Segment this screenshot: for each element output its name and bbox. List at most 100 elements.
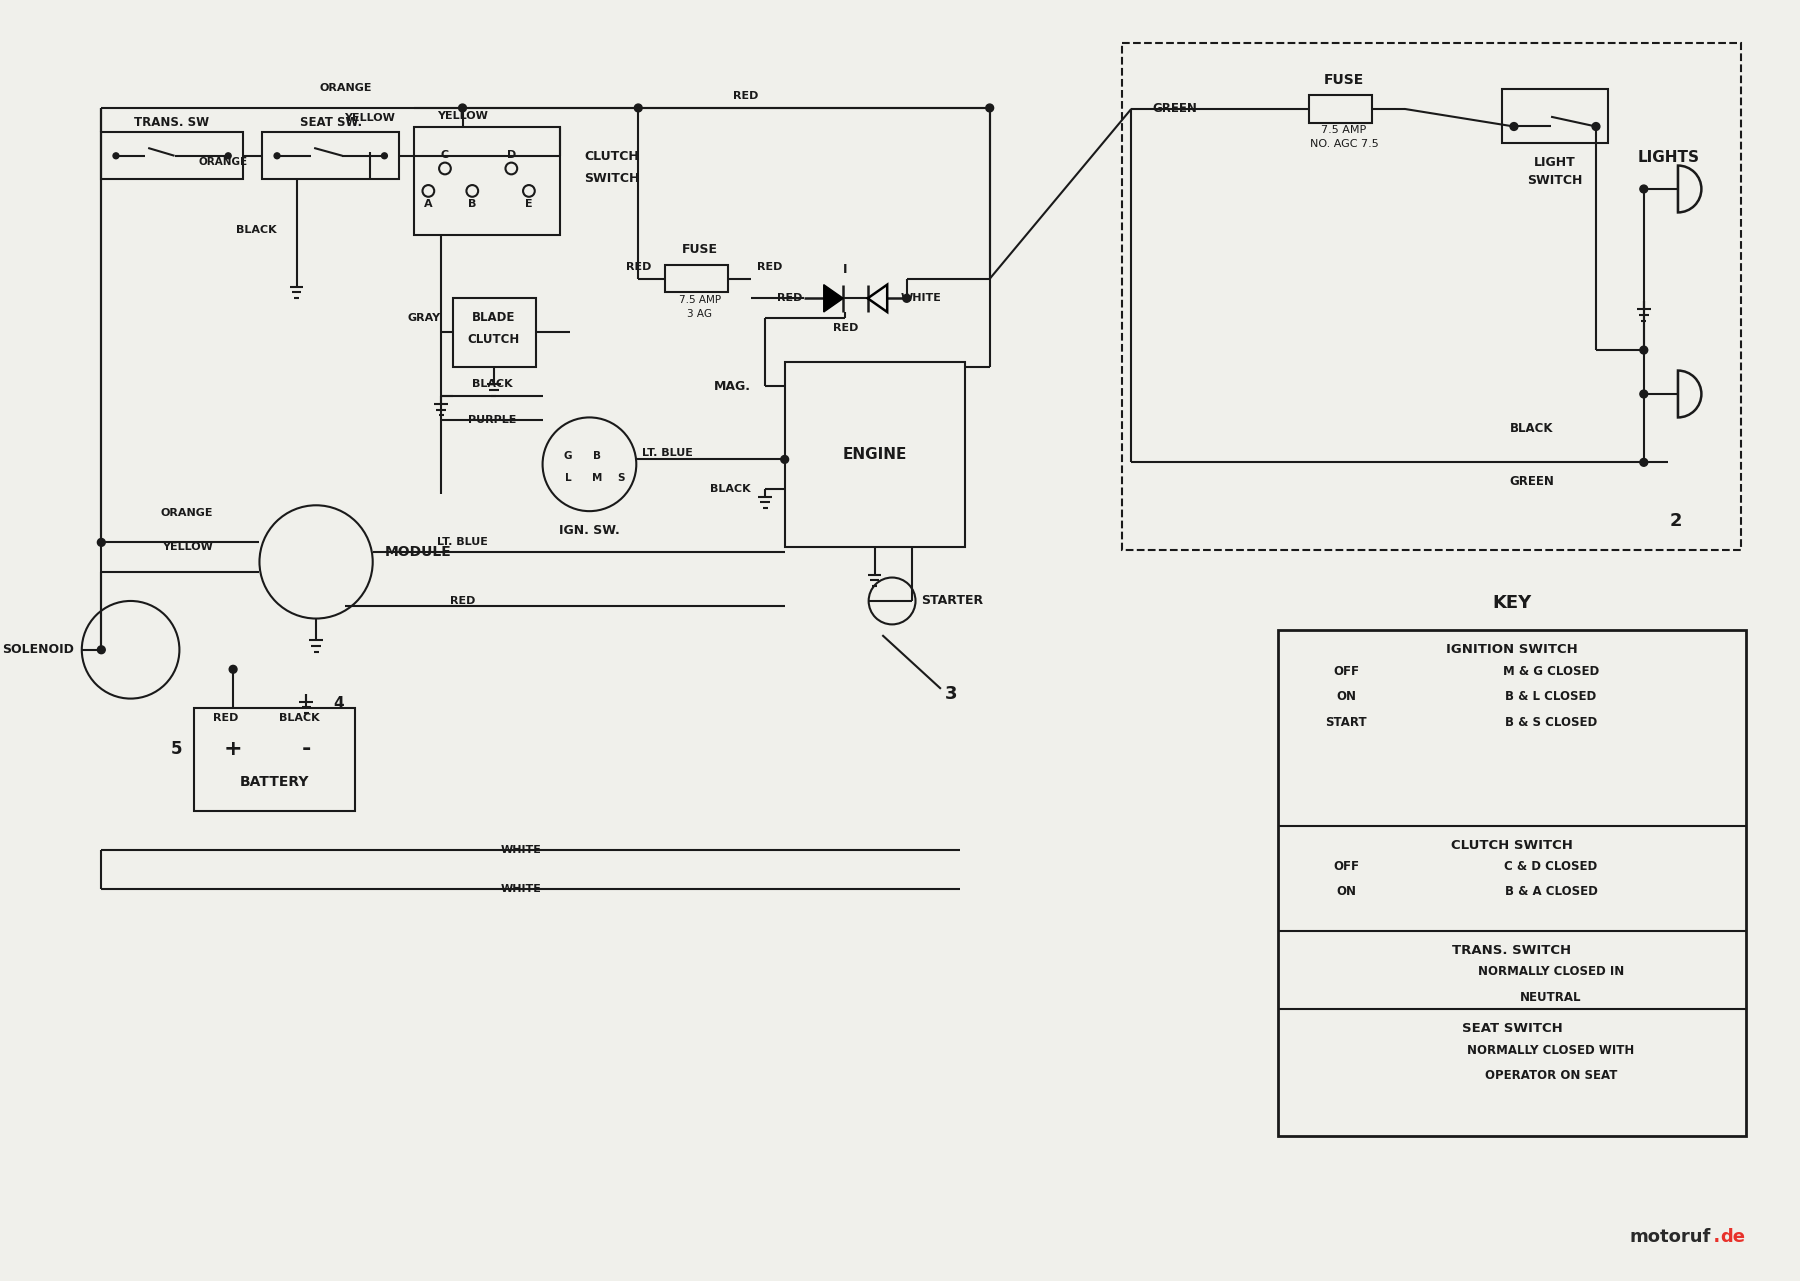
Bar (1309, 95, 1372, 123)
Text: ENGINE: ENGINE (842, 447, 907, 462)
Circle shape (459, 104, 466, 111)
Text: M & G CLOSED: M & G CLOSED (1503, 665, 1598, 678)
Text: NEUTRAL: NEUTRAL (1521, 990, 1582, 1004)
Text: OPERATOR ON SEAT: OPERATOR ON SEAT (1485, 1068, 1616, 1082)
Text: MAG.: MAG. (713, 379, 751, 393)
Text: RED: RED (778, 293, 803, 304)
Circle shape (97, 538, 104, 546)
Text: RED: RED (733, 91, 758, 101)
Text: ON: ON (1336, 690, 1355, 703)
Text: TRANS. SWITCH: TRANS. SWITCH (1453, 944, 1571, 957)
Text: S: S (617, 473, 625, 483)
Text: L: L (565, 473, 571, 483)
Circle shape (634, 104, 643, 111)
Text: 7.5 AMP: 7.5 AMP (1321, 126, 1366, 136)
Text: NORMALLY CLOSED WITH: NORMALLY CLOSED WITH (1467, 1044, 1634, 1057)
Text: 5: 5 (171, 740, 182, 758)
Text: RED: RED (626, 263, 652, 272)
Text: TRANS. SW: TRANS. SW (133, 117, 209, 129)
Text: LIGHT: LIGHT (1534, 156, 1575, 169)
Text: PURPLE: PURPLE (468, 415, 517, 425)
Text: LT. BLUE: LT. BLUE (437, 538, 488, 547)
Text: ORANGE: ORANGE (160, 509, 214, 518)
Text: BLACK: BLACK (472, 379, 513, 389)
Circle shape (274, 152, 281, 159)
Text: A: A (425, 199, 432, 209)
Text: I: I (842, 263, 848, 275)
Text: FUSE: FUSE (1325, 73, 1364, 87)
Circle shape (1510, 123, 1517, 131)
Text: START: START (1325, 716, 1366, 729)
Bar (194, 708, 355, 811)
Text: SOLENOID: SOLENOID (2, 643, 74, 656)
Text: ON: ON (1336, 885, 1355, 898)
Polygon shape (824, 284, 842, 313)
Text: +: + (223, 739, 243, 760)
Text: WHITE: WHITE (902, 293, 941, 304)
Text: OFF: OFF (1334, 860, 1359, 874)
Text: BLACK: BLACK (279, 714, 320, 722)
Text: YELLOW: YELLOW (344, 113, 396, 123)
Text: SEAT SWITCH: SEAT SWITCH (1462, 1022, 1562, 1035)
Text: .: . (1712, 1220, 1723, 1248)
Text: NO. AGC 7.5: NO. AGC 7.5 (1310, 140, 1379, 149)
Text: OFF: OFF (1334, 665, 1359, 678)
Text: G: G (563, 451, 572, 461)
Bar (454, 298, 536, 366)
Circle shape (225, 152, 230, 159)
Text: GREEN: GREEN (1152, 102, 1197, 115)
Text: 2: 2 (1670, 512, 1683, 530)
Text: 4: 4 (333, 696, 344, 711)
Text: CLUTCH: CLUTCH (585, 150, 639, 163)
Text: de: de (1721, 1228, 1744, 1246)
Text: SWITCH: SWITCH (585, 172, 641, 184)
Text: BLACK: BLACK (236, 225, 277, 234)
Text: B & L CLOSED: B & L CLOSED (1505, 690, 1597, 703)
Text: ORANGE: ORANGE (198, 156, 248, 167)
Text: NORMALLY CLOSED IN: NORMALLY CLOSED IN (1478, 966, 1624, 979)
Text: ORANGE: ORANGE (319, 83, 371, 94)
Text: BATTERY: BATTERY (239, 775, 310, 789)
Circle shape (1640, 346, 1647, 354)
Text: WHITE: WHITE (500, 884, 542, 894)
Bar (101, 132, 243, 179)
Bar (664, 265, 727, 292)
Text: SEAT SW.: SEAT SW. (299, 117, 362, 129)
Text: B & S CLOSED: B & S CLOSED (1505, 716, 1597, 729)
Text: motoruf: motoruf (1629, 1228, 1710, 1246)
Bar (1278, 630, 1746, 1136)
Text: YELLOW: YELLOW (437, 110, 488, 120)
Text: YELLOW: YELLOW (162, 542, 212, 552)
Text: LIGHTS: LIGHTS (1638, 150, 1699, 165)
Text: SWITCH: SWITCH (1526, 174, 1582, 187)
Text: C & D CLOSED: C & D CLOSED (1505, 860, 1598, 874)
Text: KEY: KEY (1492, 594, 1532, 612)
Text: RED: RED (758, 263, 783, 272)
Bar (263, 132, 400, 179)
Circle shape (986, 104, 994, 111)
Text: 3 AG: 3 AG (688, 309, 713, 319)
Text: 7.5 AMP: 7.5 AMP (679, 296, 720, 305)
Text: WHITE: WHITE (500, 845, 542, 854)
Text: CLUTCH: CLUTCH (468, 333, 520, 346)
Text: BLACK: BLACK (709, 484, 751, 493)
Text: E: E (526, 199, 533, 209)
Circle shape (1640, 184, 1647, 193)
Text: 3: 3 (945, 685, 958, 703)
Text: GRAY: GRAY (409, 313, 441, 323)
Text: BLADE: BLADE (472, 311, 515, 324)
Text: LT. BLUE: LT. BLUE (643, 447, 693, 457)
Circle shape (382, 152, 387, 159)
Text: MODULE: MODULE (385, 546, 452, 559)
Text: GREEN: GREEN (1508, 475, 1553, 488)
Text: IGN. SW.: IGN. SW. (560, 524, 619, 537)
Text: D: D (508, 150, 517, 160)
Circle shape (97, 646, 104, 653)
Bar (1503, 90, 1607, 143)
Bar (785, 361, 965, 547)
Text: RED: RED (833, 323, 859, 333)
Bar (414, 128, 560, 234)
Text: -: - (302, 739, 311, 760)
Text: RED: RED (450, 596, 475, 606)
Circle shape (904, 295, 911, 302)
